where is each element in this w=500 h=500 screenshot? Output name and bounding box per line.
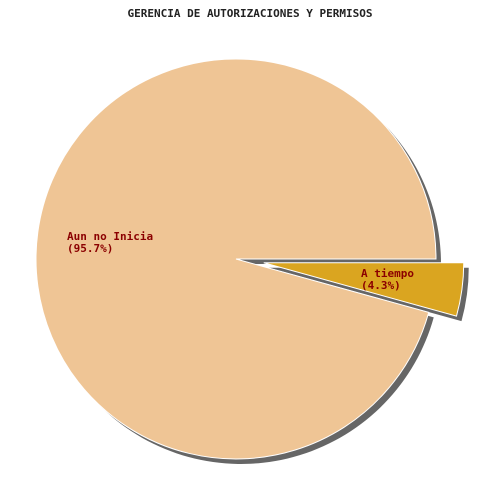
pie-slice-0 [35, 58, 437, 460]
slices [35, 58, 465, 460]
slice-label-1: A tiempo (4.3%) [361, 267, 414, 292]
slice-labels: Aun no Inicia (95.7%) A tiempo (4.3%) [67, 230, 414, 292]
slice-label-0: Aun no Inicia (95.7%) [67, 230, 153, 255]
chart-title: GERENCIA DE AUTORIZACIONES Y PERMISOS [127, 7, 373, 20]
pie-slice-1 [263, 262, 465, 317]
